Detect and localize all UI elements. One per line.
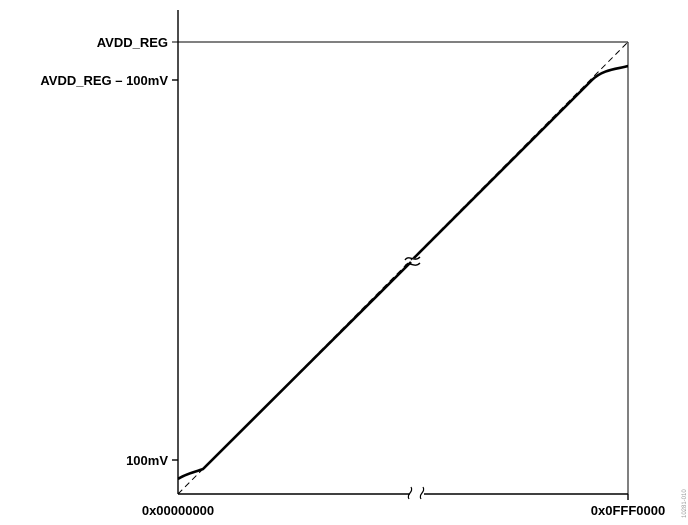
curve-break-mark: [404, 256, 421, 267]
y-label-avdd-reg-minus-100mv: AVDD_REG – 100mV: [40, 73, 168, 88]
x-label-end: 0x0FFF0000: [591, 503, 665, 518]
x-label-start: 0x00000000: [142, 503, 214, 518]
actual-transfer-curve-lower: [177, 261, 412, 481]
actual-transfer-curve-upper: [413, 64, 629, 259]
y-label-100mv: 100mV: [126, 453, 168, 468]
figure-id-watermark: 10281-010: [682, 489, 688, 518]
x-axis-break-mark: [407, 486, 425, 500]
y-label-avdd-reg: AVDD_REG: [97, 35, 168, 50]
